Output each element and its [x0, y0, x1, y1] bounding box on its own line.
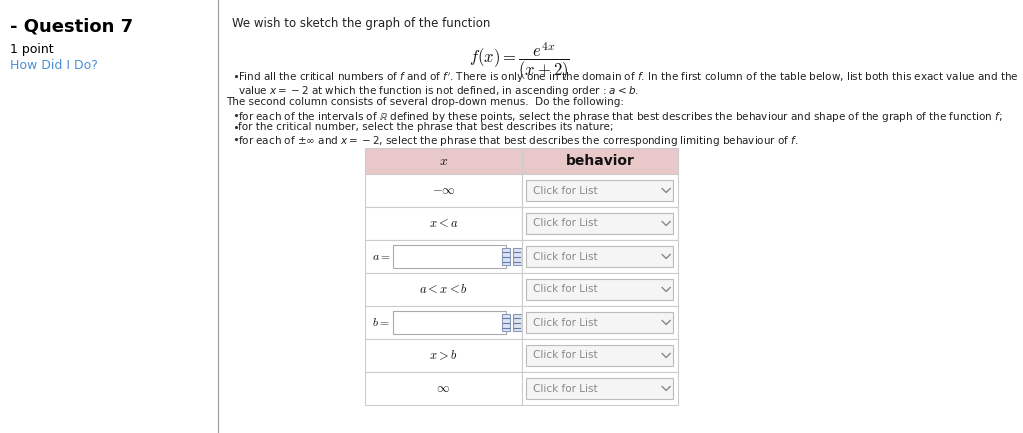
Text: How Did I Do?: How Did I Do?: [9, 59, 97, 72]
Text: for the critical number, select the phrase that best describes its nature;: for the critical number, select the phra…: [238, 122, 614, 132]
Bar: [527, 279, 673, 300]
Text: for each of $\pm\infty$ and $x = -2$, select the phrase that best describes the : for each of $\pm\infty$ and $x = -2$, se…: [238, 134, 799, 148]
Bar: [365, 306, 522, 339]
Bar: [522, 306, 678, 339]
Text: Click for List: Click for List: [533, 252, 597, 262]
Bar: [365, 240, 522, 273]
Bar: [522, 207, 678, 240]
Text: We wish to sketch the graph of the function: We wish to sketch the graph of the funct…: [232, 17, 490, 30]
Text: for each of the intervals of $\mathbb{R}$ defined by these points, select the ph: for each of the intervals of $\mathbb{R}…: [238, 110, 1003, 124]
Text: $x < a$: $x < a$: [429, 217, 458, 230]
Text: The second column consists of several drop-down menus.  Do the following:: The second column consists of several dr…: [226, 97, 624, 107]
Bar: [501, 314, 510, 331]
Text: $f(x) = \dfrac{e^{4x}}{(x + 2)}$: $f(x) = \dfrac{e^{4x}}{(x + 2)}$: [469, 40, 570, 83]
Bar: [522, 372, 678, 405]
Text: Click for List: Click for List: [533, 219, 597, 229]
Text: Click for List: Click for List: [533, 384, 597, 394]
Bar: [365, 372, 522, 405]
Text: $a < x < b$: $a < x < b$: [418, 283, 468, 296]
Bar: [365, 207, 522, 240]
Text: $b =$: $b =$: [371, 316, 390, 329]
Bar: [522, 174, 678, 207]
Bar: [527, 180, 673, 201]
Bar: [522, 273, 678, 306]
Text: $-\infty$: $-\infty$: [432, 184, 455, 197]
Text: $\bullet$: $\bullet$: [232, 110, 239, 120]
Bar: [501, 248, 510, 265]
Text: $x$: $x$: [439, 154, 448, 168]
Text: value $x = -2$ at which the function is not defined, in ascending order : $a < b: value $x = -2$ at which the function is …: [238, 84, 639, 98]
Bar: [393, 245, 505, 268]
Bar: [513, 314, 522, 331]
Text: Click for List: Click for List: [533, 284, 597, 294]
Bar: [527, 213, 673, 234]
Bar: [527, 312, 673, 333]
Text: $x > b$: $x > b$: [430, 349, 457, 362]
Text: Find all the critical numbers of $f$ and of $f'$. There is only one in the domai: Find all the critical numbers of $f$ and…: [238, 71, 1019, 85]
Text: $\bullet$: $\bullet$: [232, 134, 239, 144]
Text: Click for List: Click for List: [533, 185, 597, 196]
Bar: [513, 248, 522, 265]
Text: $a =$: $a =$: [371, 250, 391, 263]
Text: $\infty$: $\infty$: [437, 382, 450, 395]
Bar: [393, 311, 505, 334]
Bar: [527, 378, 673, 399]
Text: - Question 7: - Question 7: [9, 18, 133, 36]
Text: 1 point: 1 point: [9, 43, 53, 56]
Bar: [365, 174, 522, 207]
Bar: [522, 148, 678, 174]
Bar: [522, 339, 678, 372]
Text: Click for List: Click for List: [533, 350, 597, 361]
Text: $\bullet$: $\bullet$: [232, 122, 239, 132]
Text: Click for List: Click for List: [533, 317, 597, 327]
Bar: [527, 345, 673, 366]
Text: behavior: behavior: [566, 154, 634, 168]
Text: $\bullet$: $\bullet$: [232, 71, 239, 81]
Bar: [365, 339, 522, 372]
Bar: [527, 246, 673, 267]
Bar: [365, 273, 522, 306]
Bar: [522, 240, 678, 273]
Bar: [0, 0, 218, 433]
Bar: [365, 148, 522, 174]
